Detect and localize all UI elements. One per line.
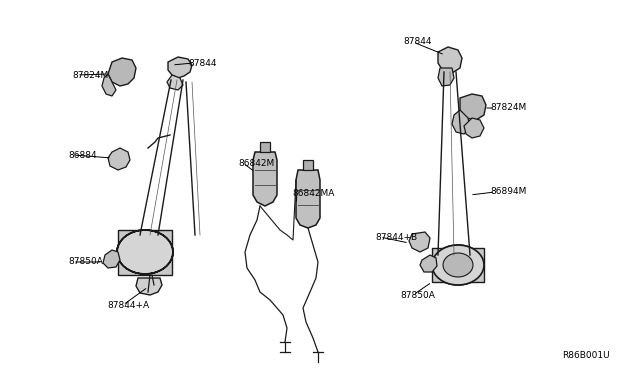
Text: 87844: 87844 [404, 38, 432, 46]
Text: 87844+B: 87844+B [375, 232, 417, 241]
Polygon shape [167, 75, 183, 90]
Text: 87850A: 87850A [401, 291, 435, 299]
Polygon shape [420, 255, 437, 272]
Polygon shape [432, 245, 484, 285]
Polygon shape [117, 230, 173, 274]
Polygon shape [432, 248, 484, 282]
Polygon shape [108, 58, 136, 86]
Polygon shape [136, 278, 162, 295]
Polygon shape [443, 253, 473, 277]
Polygon shape [118, 230, 172, 275]
Text: 87844: 87844 [188, 58, 216, 67]
Text: 86842M: 86842M [238, 158, 275, 167]
Text: 87824M: 87824M [72, 71, 108, 80]
Polygon shape [102, 74, 116, 96]
Text: 87824M: 87824M [490, 103, 526, 112]
Polygon shape [108, 148, 130, 170]
Polygon shape [464, 118, 484, 138]
Polygon shape [303, 160, 313, 170]
Text: 86884: 86884 [68, 151, 97, 160]
Polygon shape [460, 94, 486, 120]
Polygon shape [103, 250, 120, 268]
Polygon shape [438, 68, 454, 86]
Polygon shape [253, 152, 277, 206]
Polygon shape [409, 232, 430, 252]
Polygon shape [452, 110, 470, 134]
Polygon shape [129, 239, 161, 265]
Text: 86842MA: 86842MA [292, 189, 334, 199]
Polygon shape [443, 253, 473, 277]
Text: 87850A: 87850A [68, 257, 103, 266]
Polygon shape [117, 230, 173, 274]
Polygon shape [260, 142, 270, 152]
Text: R86B001U: R86B001U [563, 350, 610, 359]
Polygon shape [432, 245, 484, 285]
Text: 87844+A: 87844+A [107, 301, 149, 310]
Text: 86894M: 86894M [490, 187, 526, 196]
Polygon shape [438, 47, 462, 73]
Polygon shape [168, 57, 192, 78]
Polygon shape [296, 170, 320, 228]
